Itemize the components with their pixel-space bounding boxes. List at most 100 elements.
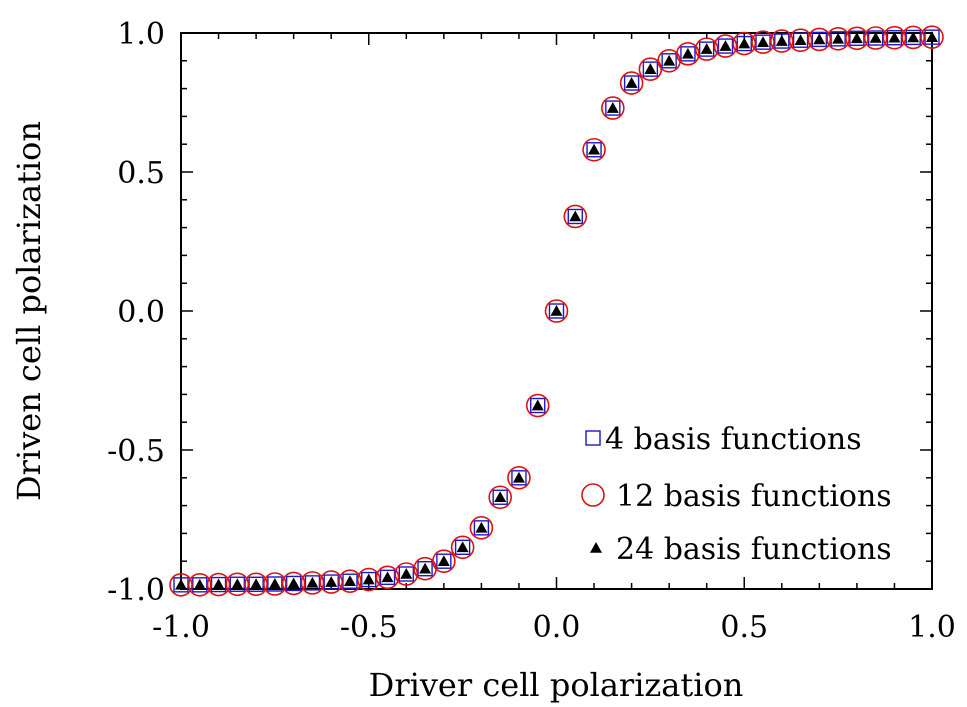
data-point-square bbox=[586, 142, 602, 158]
data-point-circle bbox=[882, 25, 907, 50]
data-point-triangle bbox=[606, 102, 619, 113]
data-point-triangle bbox=[325, 576, 338, 587]
data-point-circle bbox=[356, 567, 381, 592]
data-point-circle bbox=[732, 31, 757, 56]
data-point-square bbox=[642, 61, 659, 77]
data-point-circle bbox=[920, 25, 944, 49]
data-point-square bbox=[511, 470, 527, 486]
data-point-triangle bbox=[719, 40, 732, 51]
data-point-square bbox=[548, 303, 565, 319]
legend-label: 12 basis functions bbox=[616, 479, 892, 514]
data-point-triangle bbox=[419, 562, 432, 574]
y-tick-label: 0.0 bbox=[117, 295, 165, 330]
data-point-circle bbox=[169, 573, 193, 597]
data-point-circle bbox=[676, 42, 700, 66]
data-point-circle bbox=[826, 27, 850, 51]
data-point-triangle bbox=[700, 43, 713, 54]
data-point-circle bbox=[281, 571, 306, 596]
data-point-triangle bbox=[343, 575, 356, 587]
data-point-circle bbox=[713, 34, 738, 58]
data-point-circle bbox=[694, 37, 719, 61]
data-point-triangle bbox=[287, 577, 300, 589]
legend-marker-triangle bbox=[590, 542, 602, 553]
data-point-square bbox=[717, 38, 734, 54]
x-tick-label: -0.5 bbox=[340, 610, 398, 645]
data-point-circle bbox=[507, 465, 531, 490]
data-point-circle bbox=[263, 572, 287, 596]
data-point-triangle bbox=[775, 35, 788, 46]
data-point-triangle bbox=[644, 63, 657, 74]
data-point-square bbox=[361, 571, 377, 588]
data-point-triangle bbox=[175, 578, 187, 590]
data-point-triangle bbox=[212, 578, 225, 590]
data-point-circle bbox=[845, 26, 869, 51]
legend-label: 4 basis functions bbox=[605, 422, 862, 457]
data-point-circle bbox=[300, 571, 325, 595]
legend: 4 basis functions 12 basis functions 24 ba… bbox=[581, 422, 892, 567]
data-point-triangle bbox=[475, 521, 488, 533]
data-point-circle bbox=[751, 30, 775, 54]
tick-labels: -1.0 -0.5 0.0 0.5 1.0 -1.0 -0.5 0.0 0.5 1.0 bbox=[107, 17, 956, 645]
data-point-circle bbox=[769, 29, 794, 53]
data-point-square bbox=[436, 553, 452, 569]
data-point-triangle bbox=[625, 77, 638, 88]
data-point-triangle bbox=[588, 143, 601, 155]
data-point-circle bbox=[525, 393, 550, 418]
data-point-triangle bbox=[926, 31, 938, 42]
data-point-triangle bbox=[437, 555, 450, 566]
data-point-square bbox=[379, 569, 396, 586]
data-point-triangle bbox=[250, 578, 263, 590]
data-point-triangle bbox=[888, 31, 901, 43]
data-point-triangle bbox=[512, 471, 525, 483]
legend-marker-square bbox=[585, 430, 601, 446]
data-point-circle bbox=[469, 516, 494, 540]
data-point-circle bbox=[788, 28, 813, 53]
data-point-triangle bbox=[663, 54, 676, 66]
x-tick-label: 0.0 bbox=[533, 610, 581, 645]
y-tick-label: -1.0 bbox=[107, 573, 165, 608]
y-tick-label: 1.0 bbox=[117, 17, 165, 52]
data-points bbox=[169, 25, 944, 597]
data-point-circle bbox=[338, 569, 362, 594]
data-point-square bbox=[774, 33, 790, 49]
data-point-square bbox=[736, 35, 752, 52]
data-point-triangle bbox=[531, 399, 544, 411]
data-point-triangle bbox=[193, 578, 206, 590]
data-point-triangle bbox=[362, 573, 375, 585]
data-point-circle bbox=[225, 572, 250, 597]
data-point-circle bbox=[563, 204, 588, 229]
data-point-circle bbox=[187, 573, 212, 597]
data-point-triangle bbox=[550, 305, 563, 316]
data-point-square bbox=[605, 100, 621, 116]
data-point-square bbox=[792, 32, 809, 48]
data-point-circle bbox=[319, 570, 344, 594]
data-point-triangle bbox=[381, 571, 394, 583]
data-point-square bbox=[699, 41, 715, 57]
data-point-square bbox=[567, 208, 583, 225]
data-point-circle bbox=[582, 137, 606, 162]
data-point-circle bbox=[244, 572, 268, 597]
data-point-circle bbox=[901, 25, 926, 50]
data-point-triangle bbox=[456, 541, 469, 553]
legend-marker-circle bbox=[581, 483, 605, 507]
data-point-circle bbox=[394, 562, 419, 586]
data-point-triangle bbox=[569, 210, 582, 222]
data-point-circle bbox=[863, 26, 888, 50]
data-point-circle bbox=[375, 565, 400, 590]
data-point-square bbox=[323, 574, 339, 590]
data-point-circle bbox=[450, 535, 475, 560]
data-point-triangle bbox=[738, 37, 751, 49]
data-point-triangle bbox=[832, 32, 845, 44]
data-point-circle bbox=[432, 549, 456, 574]
data-point-triangle bbox=[869, 32, 882, 43]
y-axis-title: Driven cell polarization bbox=[10, 121, 48, 501]
data-point-square bbox=[454, 539, 471, 555]
data-point-circle bbox=[544, 299, 569, 323]
data-point-circle bbox=[488, 485, 512, 510]
data-point-triangle bbox=[794, 34, 807, 46]
x-tick-label: 0.5 bbox=[720, 610, 768, 645]
data-point-circle bbox=[206, 572, 231, 597]
data-point-triangle bbox=[306, 576, 319, 588]
x-tick-label: 1.0 bbox=[908, 610, 956, 645]
data-point-triangle bbox=[681, 47, 694, 59]
